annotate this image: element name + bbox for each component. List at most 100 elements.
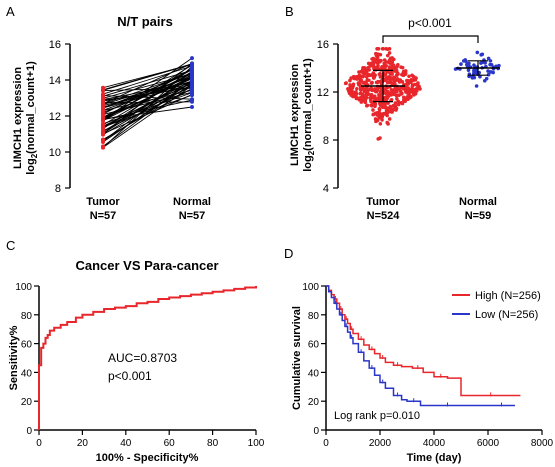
panel-a-pair-lines — [102, 57, 193, 148]
tumor-point — [410, 84, 415, 89]
normal-point — [190, 74, 194, 79]
panel-c-ytick-label: 20 — [21, 397, 33, 408]
normal-point — [472, 68, 476, 72]
panel-d-censor-marks — [334, 295, 502, 407]
pair-line — [102, 101, 193, 104]
panel-c: C Cancer VS Para-cancer Sensitivity% 100… — [6, 238, 265, 464]
normal-point — [190, 78, 194, 83]
panel-b-ytick-label: 4 — [323, 183, 329, 195]
panel-d: D Cumulative survival Time (day) 0 20 40 60… — [284, 246, 554, 464]
tumor-point — [386, 108, 390, 113]
tumor-point — [401, 86, 405, 90]
panel-c-xtick-label: 40 — [120, 438, 132, 449]
tumor-point — [371, 108, 375, 112]
tumor-point — [391, 76, 396, 81]
normal-point — [482, 78, 487, 83]
panel-c-roc-curve — [38, 286, 257, 430]
panel-a-yticks: 8 10 12 14 16 — [49, 39, 70, 195]
tumor-point — [101, 96, 105, 101]
normal-point — [478, 74, 482, 79]
tumor-point — [380, 47, 385, 51]
tumor-point — [378, 52, 383, 57]
tumor-point — [376, 79, 380, 84]
panel-b-ytick-label: 8 — [323, 135, 329, 147]
panel-d-xtick-label: 8000 — [531, 438, 554, 449]
normal-point — [463, 58, 467, 63]
tumor-point — [370, 61, 375, 65]
tumor-point — [383, 112, 388, 117]
panel-d-legend: High (N=256) Low (N=256) — [452, 290, 541, 321]
panel-d-ytick-label: 0 — [313, 426, 319, 437]
panel-b-ytick-label: 12 — [317, 87, 329, 99]
panel-c-xtick-label: 100 — [248, 438, 265, 449]
panel-c-title: Cancer VS Para-cancer — [75, 258, 218, 273]
panel-b-mean-sd — [361, 60, 500, 103]
tumor-point — [399, 92, 404, 96]
normal-point — [467, 61, 471, 66]
pair-line — [102, 88, 193, 132]
tumor-point — [346, 87, 351, 91]
panel-c-ytick-label: 80 — [21, 311, 33, 322]
tumor-point — [101, 131, 105, 136]
panel-c-label: C — [6, 238, 15, 253]
normal-point — [474, 84, 479, 88]
panel-a-ytick-label: 8 — [55, 183, 61, 195]
panel-a-n-tumor: N=57 — [90, 210, 117, 222]
panel-c-xtick-label: 60 — [164, 438, 176, 449]
tumor-point — [376, 47, 381, 51]
normal-point — [486, 69, 490, 73]
panel-a-cat-tumor: Tumor — [86, 196, 120, 208]
panel-b-ytick-label: 16 — [317, 39, 329, 51]
panel-d-ytick-label: 80 — [308, 311, 320, 322]
panel-a-ytick-label: 10 — [49, 147, 61, 159]
tumor-point — [395, 77, 400, 81]
tumor-point — [373, 94, 377, 99]
tumor-point — [355, 96, 359, 100]
panel-b-cat-tumor: Tumor — [366, 196, 400, 208]
normal-point — [190, 99, 194, 104]
tumor-point — [399, 65, 403, 69]
normal-point — [472, 75, 477, 80]
normal-point — [475, 50, 480, 55]
tumor-point — [401, 95, 406, 100]
tumor-point — [101, 128, 105, 133]
legend-high-label: High (N=256) — [475, 290, 541, 302]
tumor-point — [382, 58, 387, 62]
panel-a-ytick-label: 14 — [49, 75, 61, 87]
tumor-point — [361, 74, 366, 79]
pair-line — [102, 68, 193, 115]
tumor-point — [383, 105, 388, 109]
tumor-point — [388, 78, 393, 82]
tumor-point — [101, 112, 105, 117]
tumor-point — [407, 92, 411, 97]
tumor-point — [406, 88, 410, 92]
tumor-point — [385, 120, 390, 125]
tumor-point — [378, 89, 383, 94]
tumor-point — [389, 97, 394, 102]
tumor-point — [390, 72, 394, 76]
tumor-point — [389, 92, 394, 97]
tumor-point — [392, 64, 396, 69]
panel-a-dots — [101, 56, 194, 150]
pair-line — [102, 81, 193, 143]
tumor-point — [374, 119, 378, 124]
tumor-point — [388, 66, 393, 71]
tumor-point — [365, 89, 370, 94]
tumor-point — [372, 75, 377, 80]
panel-b-yticks: 4 8 12 16 — [317, 39, 338, 195]
tumor-point — [355, 86, 359, 91]
normal-point — [190, 71, 194, 76]
panel-d-label: D — [284, 246, 293, 261]
tumor-point — [372, 65, 377, 69]
pair-line — [102, 86, 193, 102]
tumor-point — [351, 82, 356, 87]
panel-a-ylabel: LIMCH1 expression log2(normal_count+1) — [12, 61, 39, 175]
pair-line — [102, 95, 193, 100]
tumor-point — [384, 47, 388, 51]
normal-point — [459, 62, 463, 66]
tumor-point — [371, 71, 376, 75]
tumor-point — [101, 108, 105, 113]
panel-b-cat-normal: Normal — [459, 196, 497, 208]
tumor-point — [405, 81, 409, 86]
tumor-point — [390, 60, 394, 64]
